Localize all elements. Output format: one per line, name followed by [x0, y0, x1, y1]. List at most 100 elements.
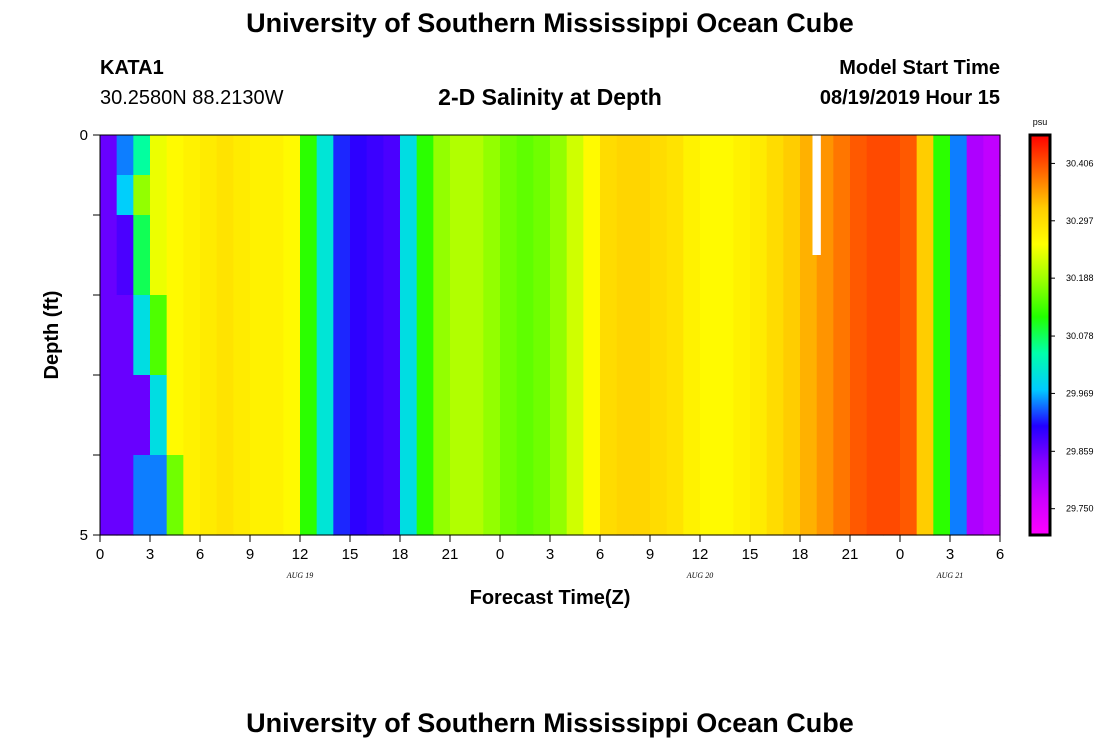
heatmap-cell: [866, 215, 884, 256]
heatmap-cell: [333, 455, 351, 496]
heatmap-cell: [283, 295, 301, 336]
heatmap-cell: [116, 215, 134, 256]
heatmap-cell: [216, 455, 234, 496]
heatmap-cell: [683, 135, 701, 176]
heatmap-cell: [383, 215, 401, 256]
heatmap-cell: [283, 415, 301, 456]
heatmap-cell: [633, 455, 651, 496]
heatmap-cell: [400, 455, 418, 496]
heatmap-cell: [383, 175, 401, 216]
heatmap-cell: [950, 335, 968, 376]
heatmap-cell: [683, 455, 701, 496]
x-tick-label: 21: [842, 546, 859, 563]
heatmap-cell: [800, 335, 818, 376]
heatmap-cell: [633, 375, 651, 416]
heatmap-cell: [666, 335, 684, 376]
heatmap-cell: [433, 415, 451, 456]
heatmap-cell: [600, 415, 618, 456]
colorbar-tick-label: 30.406: [1066, 158, 1094, 168]
heatmap-cell: [333, 175, 351, 216]
heatmap-cell: [550, 295, 568, 336]
heatmap-cell: [566, 215, 584, 256]
heatmap-cell: [500, 215, 518, 256]
heatmap-cell: [133, 175, 151, 216]
heatmap-cell: [816, 255, 834, 296]
heatmap-cell: [483, 375, 501, 416]
heatmap-cell: [150, 335, 168, 376]
heatmap-cell: [450, 215, 468, 256]
heatmap-cell: [133, 455, 151, 496]
heatmap-cell: [950, 455, 968, 496]
heatmap-cell: [866, 135, 884, 176]
heatmap-cell: [850, 415, 868, 456]
heatmap-cell: [916, 135, 934, 176]
heatmap-cell: [933, 495, 951, 536]
heatmap-cell: [866, 415, 884, 456]
heatmap-cell: [350, 335, 368, 376]
heatmap-cell: [883, 135, 901, 176]
heatmap-cell: [383, 495, 401, 536]
x-tick-label: 0: [896, 546, 904, 563]
heatmap-cell: [316, 375, 334, 416]
heatmap-cell: [450, 375, 468, 416]
heatmap-cell: [800, 375, 818, 416]
colorbar-tick-label: 29.859: [1066, 446, 1094, 456]
heatmap-cell: [883, 375, 901, 416]
heatmap-cell: [750, 135, 768, 176]
heatmap-cell: [566, 135, 584, 176]
heatmap-cell: [466, 295, 484, 336]
heatmap-cell: [516, 215, 534, 256]
heatmap-cell: [216, 335, 234, 376]
x-tick-label: 15: [742, 546, 759, 563]
heatmap-cell: [516, 135, 534, 176]
heatmap-cell: [266, 135, 284, 176]
heatmap-cell: [533, 495, 551, 536]
heatmap-cell: [766, 415, 784, 456]
heatmap-cell: [316, 415, 334, 456]
heatmap-cell: [733, 455, 751, 496]
heatmap-cell: [883, 215, 901, 256]
heatmap-cell: [550, 215, 568, 256]
heatmap-cell: [766, 375, 784, 416]
heatmap-cell: [683, 375, 701, 416]
heatmap-cell: [350, 215, 368, 256]
heatmap-cell: [550, 455, 568, 496]
heatmap-cell: [100, 335, 118, 376]
colorbar-tick-label: 29.969: [1066, 388, 1094, 398]
heatmap-cell: [650, 175, 668, 216]
heatmap-cell: [883, 415, 901, 456]
heatmap-cell: [966, 135, 984, 176]
heatmap-cell: [150, 175, 168, 216]
heatmap-cell: [100, 255, 118, 296]
heatmap-cell: [733, 415, 751, 456]
heatmap-cell: [800, 295, 818, 336]
heatmap-cell: [483, 255, 501, 296]
heatmap-cell: [933, 375, 951, 416]
heatmap-cell: [983, 255, 1001, 296]
heatmap-cell: [816, 215, 834, 256]
heatmap-cell: [283, 255, 301, 296]
heatmap-cell: [316, 135, 334, 176]
heatmap-cell: [783, 295, 801, 336]
heatmap-cell: [300, 335, 318, 376]
heatmap-cell: [866, 255, 884, 296]
heatmap-cell: [850, 295, 868, 336]
heatmap-cell: [233, 495, 251, 536]
heatmap-cell: [250, 415, 268, 456]
heatmap-cell: [716, 375, 734, 416]
heatmap-cell: [233, 455, 251, 496]
heatmap-cell: [666, 215, 684, 256]
heatmap-cell: [133, 135, 151, 176]
page-title-bottom: University of Southern Mississippi Ocean…: [246, 708, 854, 738]
heatmap-cell: [666, 295, 684, 336]
heatmap-cell: [766, 455, 784, 496]
heatmap-cell: [416, 335, 434, 376]
heatmap-cell: [700, 215, 718, 256]
heatmap-cell: [900, 135, 918, 176]
heatmap-cell: [983, 335, 1001, 376]
heatmap-cell: [300, 375, 318, 416]
heatmap-cell: [533, 255, 551, 296]
heatmap-cell: [633, 255, 651, 296]
heatmap-cell: [133, 375, 151, 416]
heatmap-cell: [216, 135, 234, 176]
